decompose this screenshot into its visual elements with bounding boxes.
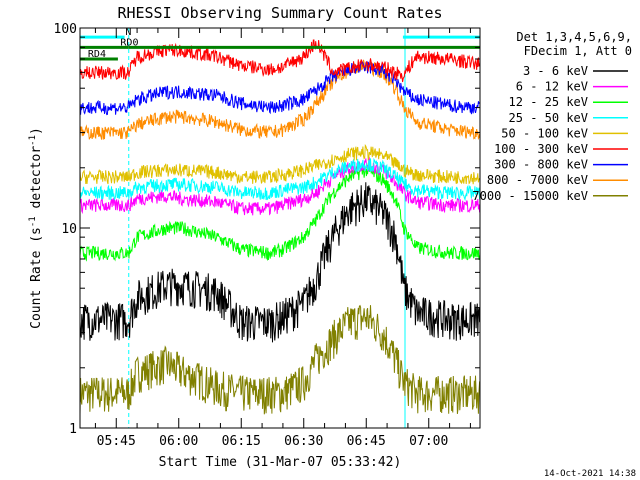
plot-area: RD0 RD4 N xyxy=(79,27,481,428)
x-tick-label: 06:30 xyxy=(284,434,323,449)
y-axis-label: Count Rate (s-1 detector-1) xyxy=(28,127,44,329)
series-line xyxy=(79,157,481,202)
generation-timestamp: 14-Oct-2021 14:38 xyxy=(544,469,636,479)
chart-title: RHESSI Observing Summary Count Rates xyxy=(117,4,442,22)
legend-header-line-2: FDecim 1, Att 0 xyxy=(524,44,632,58)
x-tick-label: 06:45 xyxy=(347,434,386,449)
x-tick-label: 06:15 xyxy=(222,434,261,449)
series-line xyxy=(79,59,481,141)
series-line xyxy=(79,59,480,116)
legend-label: 7000 - 15000 keV xyxy=(472,189,588,203)
legend-label: 300 - 800 keV xyxy=(494,158,588,172)
legend: Det 1,3,4,5,6,9, FDecim 1, Att 0 3 - 6 k… xyxy=(472,30,632,203)
legend-header-line-1: Det 1,3,4,5,6,9, xyxy=(516,30,632,44)
x-tick-label: 07:00 xyxy=(409,434,448,449)
y-tick-label: 1 xyxy=(69,422,77,437)
legend-label: 3 - 6 keV xyxy=(523,64,588,78)
flag-label: N xyxy=(125,27,131,38)
y-axis: 1 10 100 xyxy=(54,22,480,437)
x-tick-label: 06:00 xyxy=(159,434,198,449)
series-line xyxy=(79,156,481,216)
x-axis: 05:45 06:00 06:15 06:30 06:45 07:00 xyxy=(94,28,471,449)
plot-frame xyxy=(79,27,481,429)
y-tick-label: 100 xyxy=(54,22,77,37)
legend-label: 50 - 100 keV xyxy=(501,126,588,140)
series-line xyxy=(79,39,481,83)
series-line xyxy=(79,182,481,343)
x-axis-label: Start Time (31-Mar-07 05:33:42) xyxy=(159,455,402,470)
series-line xyxy=(79,304,481,415)
legend-label: 25 - 50 keV xyxy=(509,111,588,125)
legend-label: 100 - 300 keV xyxy=(494,142,588,156)
flag-label: RD4 xyxy=(88,49,106,60)
legend-label: 6 - 12 keV xyxy=(516,80,588,94)
y-tick-label: 10 xyxy=(61,222,77,237)
series-line xyxy=(79,143,481,185)
series-line xyxy=(79,162,481,262)
x-tick-label: 05:45 xyxy=(97,434,136,449)
legend-label: 12 - 25 keV xyxy=(509,95,588,109)
flag-label: RD0 xyxy=(120,37,138,48)
legend-label: 800 - 7000 keV xyxy=(487,173,588,187)
